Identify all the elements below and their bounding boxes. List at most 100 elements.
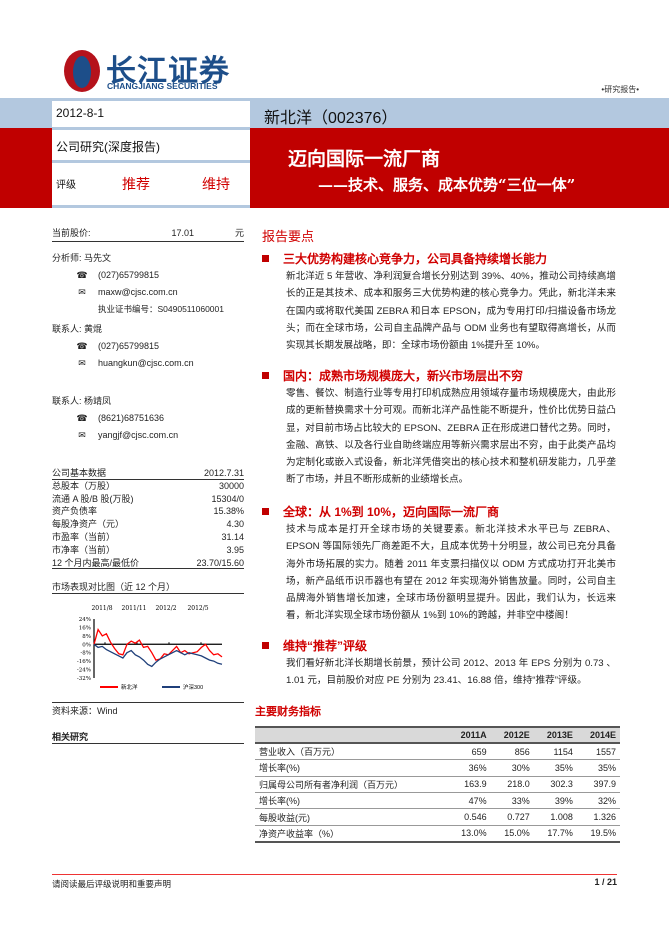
x-tick-label: 2012/5 xyxy=(187,605,208,612)
y-tick-label: -16% xyxy=(77,659,91,665)
price-value: 17.01 xyxy=(171,228,195,238)
table-cell: 13.0% xyxy=(461,828,487,839)
basic-date: 2012.7.31 xyxy=(203,468,244,478)
basic-data-row: 市盈率（当前） 31.14 xyxy=(52,531,244,544)
table-cell: 0.546 xyxy=(464,812,487,823)
section-body: 零售、餐饮、制造行业等专用打印机成熟应用领域存量市场规模庞大，由此形成的更新替换… xyxy=(286,388,616,486)
table-cell: 1154 xyxy=(553,746,573,757)
contact-phone: (027)65799815 xyxy=(98,270,160,280)
rating: 推荐 xyxy=(122,176,150,192)
basic-value: 15.38% xyxy=(213,506,244,517)
basic-title: 公司基本数据 xyxy=(52,468,107,478)
doc-type: •研究报告• xyxy=(601,85,639,94)
mail-icon: ✉ xyxy=(78,358,86,368)
footer-divider xyxy=(52,874,617,875)
data-source: 资料来源：Wind xyxy=(52,702,244,718)
y-tick-label: 8% xyxy=(82,634,91,640)
phone-icon: ☎ xyxy=(76,270,88,280)
bullet-icon xyxy=(262,372,269,379)
table-cell: 1.008 xyxy=(550,812,573,823)
contact-email[interactable]: yangjf@cjsc.com.cn xyxy=(98,430,179,440)
contacts: 分析师: 马先文 ☎ (027)65799815 ✉ maxw@cjsc.com.c… xyxy=(52,250,244,444)
section-body: 新北洋近 5 年营收、净利润复合增长分别达到 39%、40%，推动公司持续高增长… xyxy=(286,271,616,352)
table-cell: 302.3 xyxy=(550,779,573,790)
report-category: 公司研究(深度报告) xyxy=(56,140,160,154)
logo-cn: 长江证券 xyxy=(106,55,230,88)
table-cell: 36% xyxy=(468,762,487,773)
contact-email[interactable]: huangkun@cjsc.com.cn xyxy=(98,358,194,368)
section-heading: 三大优势构建核心竞争力，公司具备持续增长能力 xyxy=(262,250,547,267)
contact-phone: (8621)68751636 xyxy=(98,413,165,423)
basic-label: 总股本（万股） xyxy=(52,480,116,491)
table-cell: 47% xyxy=(468,795,487,806)
rating-label: 评级 xyxy=(56,180,76,191)
y-tick-label: -32% xyxy=(77,676,91,682)
table-row: 归属母公司所有者净利润（百万元） 163.9 218.0 302.3 397.9 xyxy=(255,776,620,793)
y-tick-label: 16% xyxy=(79,625,91,631)
basic-label: 市净率（当前） xyxy=(52,544,116,555)
current-price: 当前股价: 17.01 元 xyxy=(52,226,244,242)
legend-label: 沪深300 xyxy=(183,683,203,691)
table-cell: 每股收益(元) xyxy=(259,812,310,823)
contact-phone: (027)65799815 xyxy=(98,341,160,351)
sub-title: ——技术、服务、成本优势“三位一体” xyxy=(318,176,576,194)
logo-en: CHANGJIANG SECURITIES xyxy=(107,81,218,91)
x-tick-label: 2011/11 xyxy=(122,605,147,612)
basic-label: 资产负债率 xyxy=(52,506,98,517)
section-heading: 维持“推荐”评级 xyxy=(262,637,367,654)
y-tick-label: 24% xyxy=(79,617,91,623)
table-cell: 1557 xyxy=(595,746,616,757)
mail-icon: ✉ xyxy=(78,430,86,440)
section-heading-text: 三大优势构建核心竞争力，公司具备持续增长能力 xyxy=(283,252,548,266)
basic-data-row: 12 个月内最高/最低价 23.70/15.60 xyxy=(52,557,244,570)
table-cell: 659 xyxy=(471,746,487,757)
contact-name: 黄焜 xyxy=(84,324,103,334)
basic-value: 4.30 xyxy=(226,519,244,530)
table-header: 2011A 2012E 2013E 2014E xyxy=(255,727,620,744)
table-cell: 39% xyxy=(554,795,573,806)
basic-data-table: 公司基本数据 2012.7.31 总股本（万股） 30000 流通 A 股/B 股(万… xyxy=(52,467,244,570)
price-unit: 元 xyxy=(234,228,244,238)
market-performance-chart: 24% 16% 8% 0% -8% -16% -24% -32% 2011/8 2011/11 20… xyxy=(77,605,223,691)
contact-email[interactable]: maxw@cjsc.com.cn xyxy=(98,287,178,297)
section-heading-text: 国内：成熟市场规模庞大，新兴市场层出不穷 xyxy=(283,369,524,383)
table-cell: 856 xyxy=(514,746,530,757)
table-cell: 35% xyxy=(597,762,616,773)
basic-label: 12 个月内最高/最低价 xyxy=(52,557,140,568)
footer-disclaimer: 请阅读最后评级说明和重要声明 xyxy=(52,879,172,889)
section-heading: 国内：成熟市场规模庞大，新兴市场层出不穷 xyxy=(262,367,523,384)
table-row: 净资产收益率（%） 13.0% 15.0% 17.7% 19.5% xyxy=(255,825,620,842)
column-header: 2012E xyxy=(503,730,530,741)
y-tick-label: 0% xyxy=(82,642,91,648)
section-heading-text: 全球：从 1%到 10%，迈向国际一流厂商 xyxy=(283,505,500,519)
basic-data-row: 流通 A 股/B 股(万股) 15304/0 xyxy=(52,493,244,506)
contact-cert: 执业证书编号：S0490511060001 xyxy=(98,304,224,314)
section-body: 我们看好新北洋长期增长前景，预计公司 2012、2013 年 EPS 分别为 0… xyxy=(286,658,616,687)
phone-icon: ☎ xyxy=(76,341,88,351)
column-header: 2014E xyxy=(589,730,616,741)
table-row: 营业收入（百万元） 659 856 1154 1557 xyxy=(255,743,620,760)
table-cell: 1.326 xyxy=(593,812,616,823)
series-line-1 xyxy=(93,643,223,668)
stock-title: 新北洋（002376） xyxy=(264,110,398,127)
basic-value: 31.14 xyxy=(221,531,244,542)
bullet-icon xyxy=(262,642,269,649)
column-header: 2011A xyxy=(460,730,487,741)
table-cell: 32% xyxy=(597,795,616,806)
report-date: 2012-8-1 xyxy=(56,106,105,120)
table-cell: 净资产收益率（%） xyxy=(259,828,340,839)
table-row: 增长率(%) 47% 33% 39% 32% xyxy=(255,793,620,809)
contact-role-row: 分析师: 马先文 xyxy=(52,250,244,267)
table-cell: 增长率(%) xyxy=(259,763,300,774)
mail-icon: ✉ xyxy=(78,287,86,297)
table-cell: 归属母公司所有者净利润（百万元） xyxy=(259,779,404,790)
contact-name: 杨靖凤 xyxy=(84,396,112,406)
summary-title: 报告要点 xyxy=(262,229,315,244)
rating-change: 维持 xyxy=(202,176,230,192)
contact-role: 联系人: xyxy=(52,396,82,406)
table-cell: 218.0 xyxy=(507,779,530,790)
table-cell: 163.9 xyxy=(464,779,487,790)
table-cell: 增长率(%) xyxy=(259,796,300,807)
table-cell: 33% xyxy=(511,795,530,806)
table-cell: 17.7% xyxy=(547,828,573,839)
